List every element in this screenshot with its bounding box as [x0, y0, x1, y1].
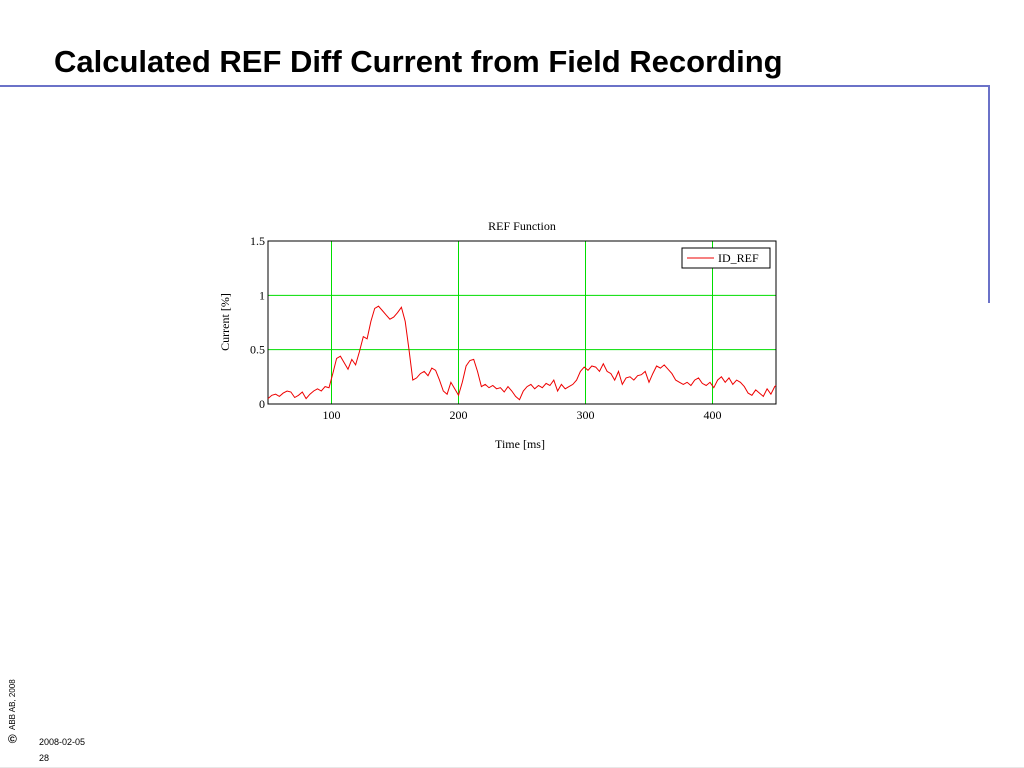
chart-legend: ID_REF	[681, 247, 771, 269]
copyright-symbol: ©	[8, 732, 17, 746]
y-tick-label: 0	[259, 397, 265, 411]
chart-title: REF Function	[488, 219, 556, 233]
x-tick-label: 100	[323, 408, 341, 422]
x-tick-label: 300	[577, 408, 595, 422]
y-tick-label: 1.5	[250, 234, 265, 248]
x-axis-label: Time [ms]	[495, 437, 545, 451]
y-tick-label: 0.5	[250, 343, 265, 357]
legend-label: ID_REF	[718, 251, 759, 265]
y-tick-label: 1	[259, 288, 265, 302]
side-rule	[988, 85, 990, 303]
chart-ticks: 100 200 300 400 0 0.5 1 1.5	[250, 234, 722, 422]
title-rule	[0, 85, 990, 87]
series-line-id-ref	[267, 305, 777, 401]
page-number: 28	[39, 753, 50, 763]
x-tick-label: 400	[704, 408, 722, 422]
x-tick-label: 200	[450, 408, 468, 422]
legend-box	[681, 247, 771, 269]
slide-title: Calculated REF Diff Current from Field R…	[54, 44, 783, 79]
plot-frame	[267, 240, 777, 405]
copyright-text: ABB AB, 2008	[8, 679, 17, 730]
y-axis-label: Current [%]	[218, 293, 232, 351]
footer-date: 2008-02-05	[39, 737, 86, 747]
